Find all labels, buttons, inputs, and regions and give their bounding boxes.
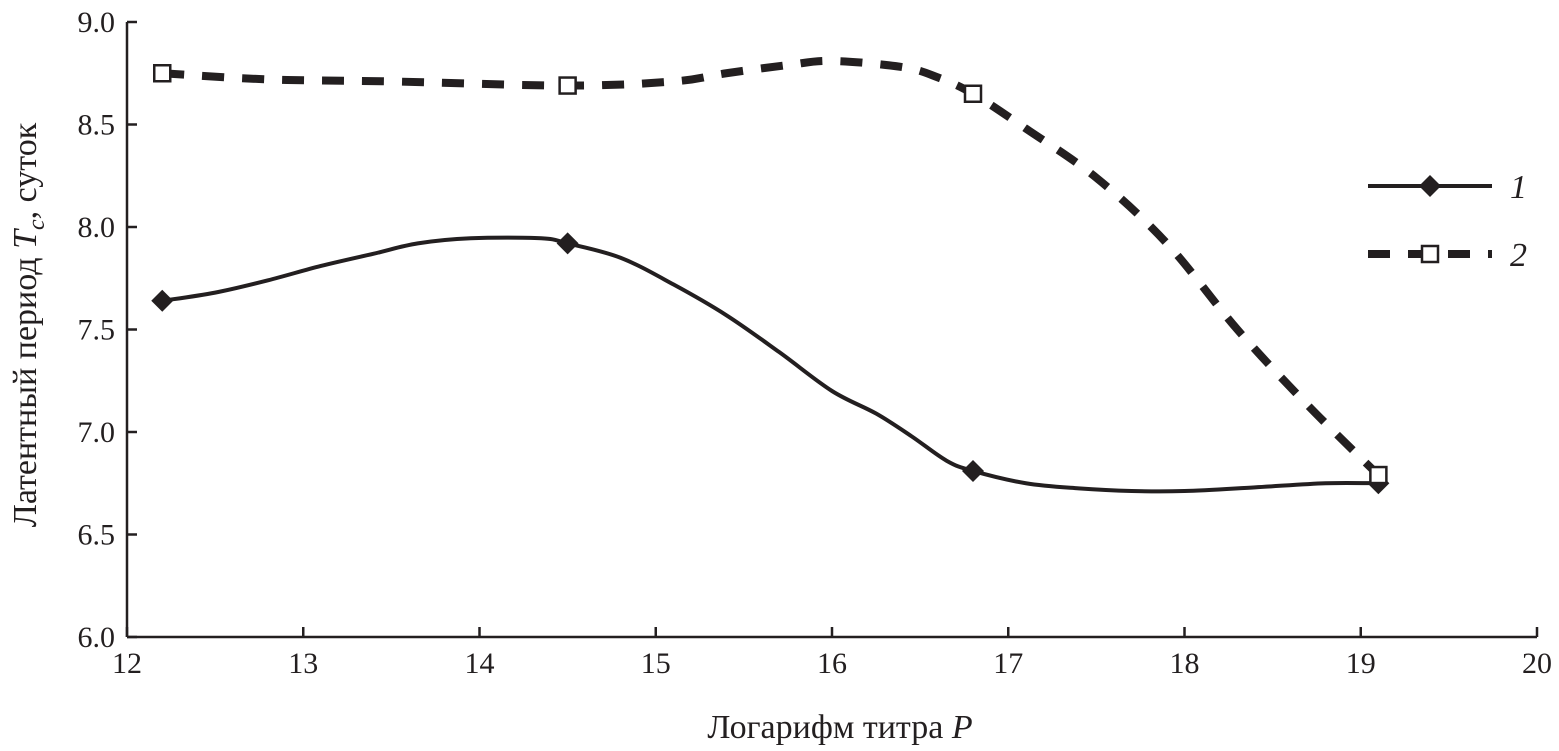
y-axis-title-text: Латентный период [7, 249, 44, 527]
legend-label-1: 1 [1510, 169, 1527, 206]
x-axis-title-variable: P [951, 709, 973, 746]
series-1-point [556, 232, 579, 255]
y-axis-title-suffix: , суток [7, 122, 44, 219]
y-tick-label: 8.0 [78, 211, 116, 244]
series-2 [153, 56, 1388, 485]
y-axis-title-variable: T [7, 228, 44, 249]
series-2-point [153, 64, 172, 83]
y-tick-label: 6.0 [78, 621, 116, 654]
y-tick-label: 7.5 [78, 314, 116, 347]
legend-item-2: 2 [1368, 237, 1527, 274]
y-tick-label: 8.5 [78, 109, 116, 142]
y-tick-label: 9.0 [78, 6, 116, 39]
y-tick-label: 7.0 [78, 416, 116, 449]
legend: 12 [1368, 169, 1527, 274]
legend-label-2: 2 [1510, 237, 1527, 274]
series-1 [151, 232, 1390, 495]
series-2-point [558, 76, 577, 95]
x-tick-label: 17 [993, 647, 1023, 680]
series-2-point [1369, 465, 1388, 485]
series-layer [151, 56, 1390, 495]
x-tick-label: 18 [1170, 647, 1200, 680]
series-1-point [151, 289, 174, 312]
x-tick-label: 16 [817, 647, 847, 680]
x-tick-label: 13 [288, 647, 318, 680]
x-tick-label: 12 [112, 647, 142, 680]
x-tick-label: 19 [1346, 647, 1376, 680]
series-2-line [162, 56, 1382, 478]
y-axis-title: Латентный период Tc, суток [7, 122, 50, 527]
legend-marker-2 [1420, 244, 1440, 264]
legend-marker-1 [1419, 175, 1441, 197]
y-tick-label: 6.5 [78, 519, 116, 552]
x-axis-title-text: Логарифм титра [707, 709, 951, 746]
axes: 12 13 14 15 16 17 18 19 206.06.57.07.58.08.59.0 [78, 6, 1553, 680]
series-1-point [962, 459, 984, 482]
x-tick-label: 14 [465, 647, 495, 680]
series-1-line [161, 235, 1379, 494]
y-axis-title-subscript: c [24, 219, 50, 230]
series-2-point [963, 84, 983, 103]
legend-item-1: 1 [1368, 169, 1527, 206]
x-tick-label: 20 [1522, 647, 1552, 680]
x-axis-title: Логарифм титра P [707, 709, 972, 746]
x-tick-label: 15 [641, 647, 671, 680]
